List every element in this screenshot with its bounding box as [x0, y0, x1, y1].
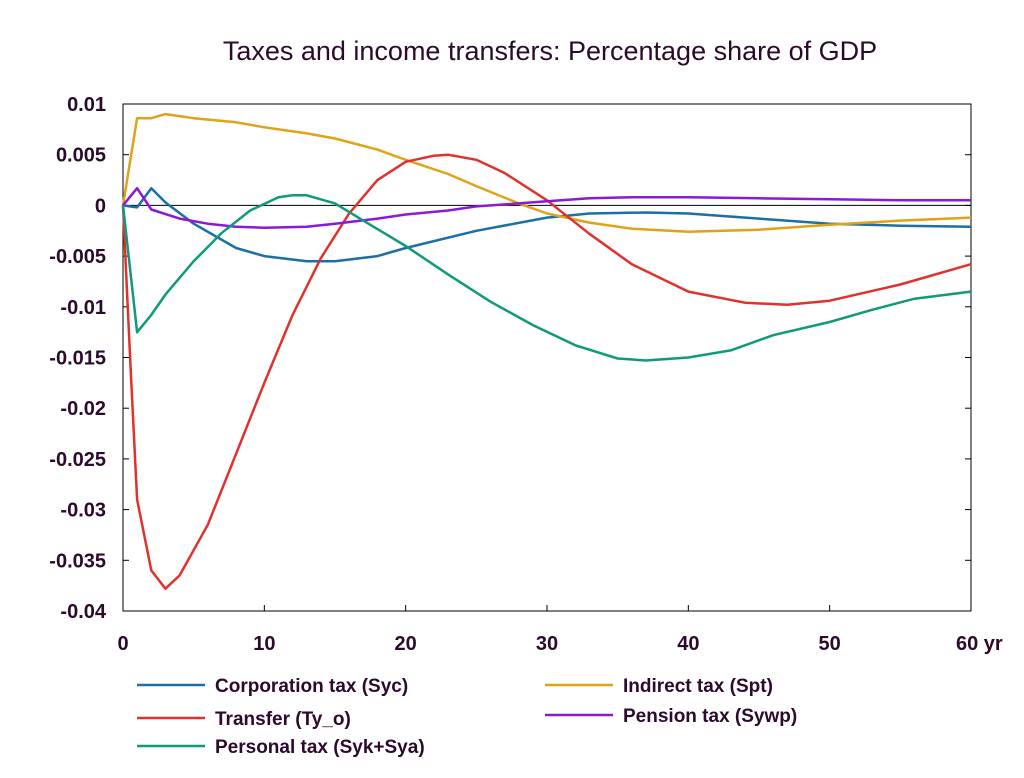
series-layer — [121, 112, 972, 590]
x-tick-label: 30 — [536, 633, 558, 655]
legend: Corporation tax (Syc) Indirect tax (Spt) T… — [137, 676, 797, 758]
plot-frame — [122, 103, 972, 612]
y-tick-label: -0.025 — [49, 449, 106, 471]
y-tick-label: -0.02 — [60, 398, 106, 420]
y-tick-label: -0.015 — [49, 348, 106, 370]
y-tick-label: -0.04 — [60, 601, 106, 623]
x-tick-label: 0 — [117, 633, 128, 655]
legend-label: Personal tax (Syk+Sya) — [215, 737, 425, 758]
x-tick-label: 20 — [395, 633, 417, 655]
x-tick-label: 10 — [253, 633, 275, 655]
y-tick-label: 0.01 — [67, 94, 106, 116]
series-line — [122, 186, 972, 263]
x-tick-label: 50 — [819, 633, 841, 655]
legend-label: Corporation tax (Syc) — [215, 676, 408, 697]
y-tick-label: -0.01 — [60, 297, 106, 319]
series-line — [121, 194, 972, 362]
y-tick-label: 0 — [95, 195, 106, 217]
series-line — [121, 112, 972, 234]
chart-title: Taxes and income transfers: Percentage s… — [223, 36, 877, 66]
series-line — [122, 186, 971, 229]
legend-label: Indirect tax (Spt) — [623, 676, 773, 697]
x-tick-label: 60 yr — [956, 633, 1003, 655]
y-tick-label: 0.005 — [56, 145, 106, 167]
legend-label: Transfer (Ty_o) — [215, 709, 351, 730]
series-line — [121, 153, 972, 590]
y-tick-label: -0.005 — [49, 246, 106, 268]
y-tick-label: -0.03 — [60, 500, 106, 522]
plot-area — [122, 103, 972, 612]
legend-label: Pension tax (Sywp) — [623, 706, 797, 727]
axes: 0.01 0.005 0 -0.005 -0.01 -0.015 -0.02 -0.025 -0… — [49, 94, 1003, 655]
y-tick-label: -0.035 — [49, 550, 106, 572]
x-tick-label: 40 — [677, 633, 699, 655]
